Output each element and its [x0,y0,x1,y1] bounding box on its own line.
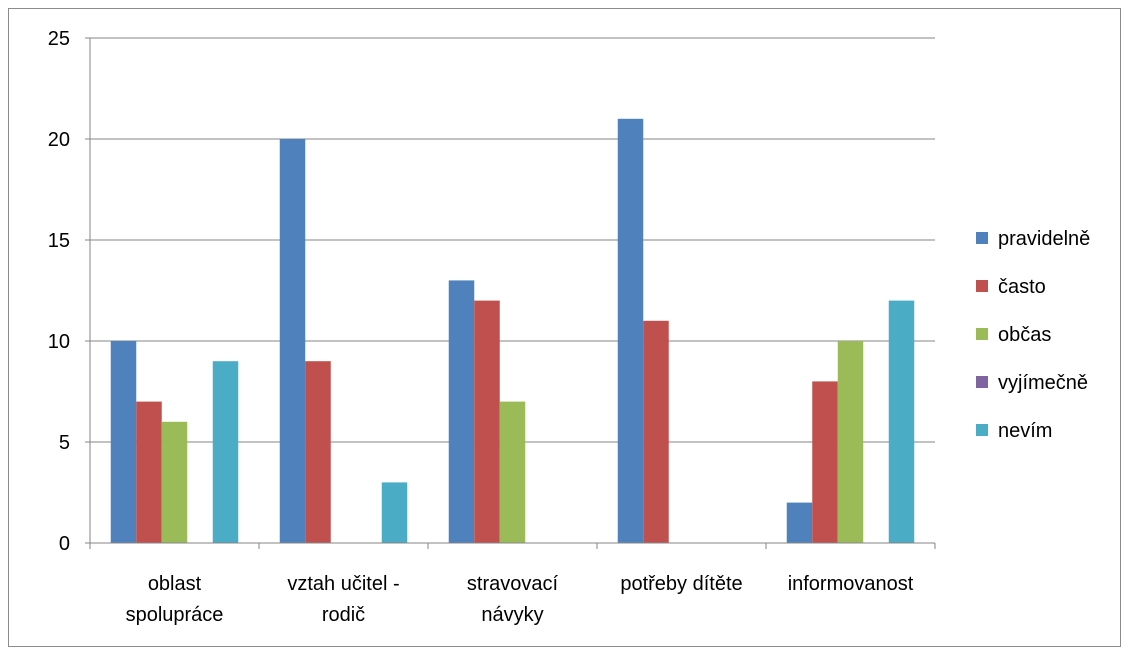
bar-často [474,300,500,543]
x-category-label: návyky [481,604,543,626]
x-category-label: vztah učitel - [287,573,399,595]
legend-swatch [976,280,988,292]
bar-nevím [381,482,408,543]
bar-nevím [212,361,239,543]
y-tick-label: 20 [48,129,70,151]
y-tick-label: 5 [59,432,70,454]
bar-často [643,320,669,543]
bar-často [136,401,162,543]
bar-často [812,381,838,543]
y-tick-label: 15 [48,230,70,252]
legend-label: občas [998,324,1051,346]
axes: 0 5 10 15 20 25 oblast spolupráce vztah učitel -… [48,28,936,626]
x-category-label: oblast [148,573,202,595]
x-category-label: informovanost [788,573,914,595]
bar-pravidelně [279,139,306,543]
legend-label: nevím [998,420,1052,442]
x-category-label: rodič [322,604,365,626]
y-tick-label: 0 [59,533,70,555]
bars [110,118,915,544]
legend-label: pravidelně [998,228,1090,250]
legend-label: vyjímečně [998,372,1088,394]
legend-label: často [998,276,1046,298]
legend-swatch [976,424,988,436]
legend: pravidelně často občas vyjímečně nevím [976,228,1090,442]
legend-swatch [976,376,988,388]
legend-swatch [976,232,988,244]
bar-nevím [888,300,915,543]
bar-pravidelně [448,280,475,543]
y-tick-label: 10 [48,331,70,353]
bar-pravidelně [786,502,813,543]
chart-frame [8,8,1121,647]
bar-pravidelně [110,341,137,543]
y-tick-label: 25 [48,28,70,50]
legend-swatch [976,328,988,340]
bar-často [305,361,331,543]
x-category-label: stravovací [467,573,559,595]
bar-občas [499,401,526,543]
x-category-label: spolupráce [126,604,224,626]
bar-občas [161,421,188,543]
x-category-label: potřeby dítěte [620,573,742,595]
bar-občas [837,341,864,543]
bar-pravidelně [617,118,644,544]
